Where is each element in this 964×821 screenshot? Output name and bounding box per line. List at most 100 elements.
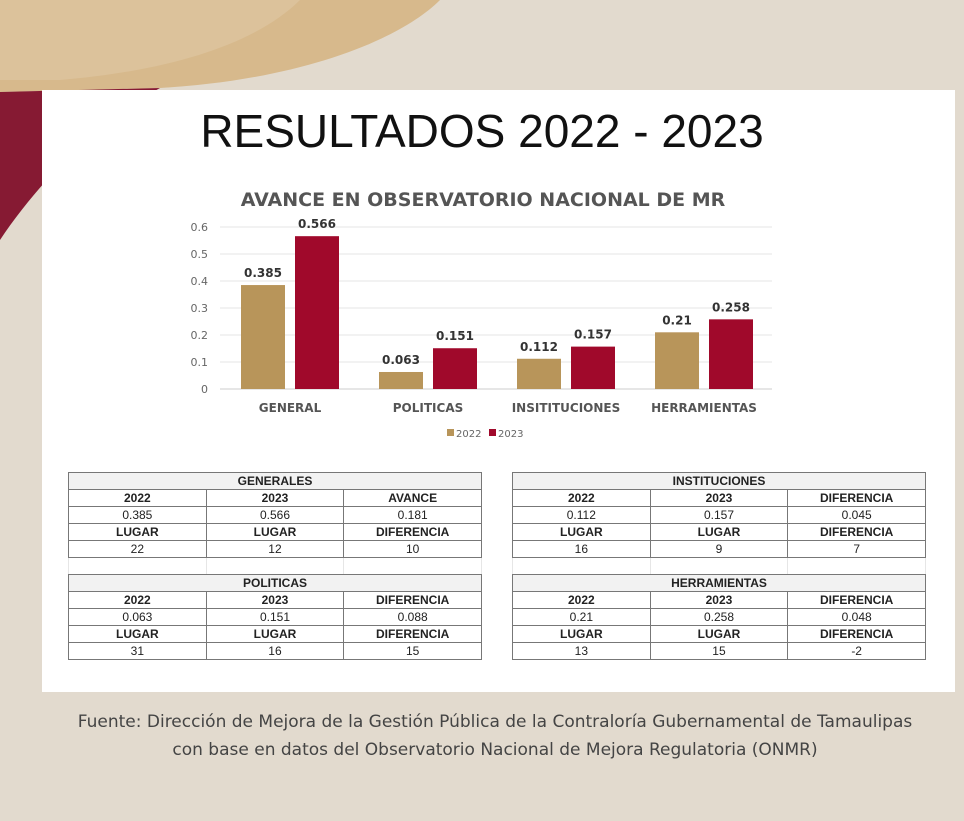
spacer [649,557,789,575]
x-tick-label: POLITICAS [393,401,464,415]
cell: 10 [343,540,482,558]
cell: LUGAR [649,523,789,541]
table-generales-politicas: GENERALES 2022 2023 AVANCE 0.385 0.566 0.181… [68,472,482,660]
cell: -2 [787,642,926,660]
cell: 0.385 [68,506,207,524]
table-title: GENERALES [68,472,482,490]
cell: 2023 [649,591,789,609]
source-note: Fuente: Dirección de Mejora de la Gestió… [0,708,964,764]
cell: 2023 [205,591,345,609]
cell: 0.21 [512,608,651,626]
spacer [343,557,482,575]
table-title: POLITICAS [68,574,482,592]
y-tick-label: 0.4 [191,275,209,288]
cell: 0.566 [205,506,345,524]
source-line-1: Fuente: Dirección de Mejora de la Gestió… [77,712,913,732]
spacer [68,557,207,575]
x-tick-label: GENERAL [259,401,322,415]
x-tick-label: HERRAMIENTAS [651,401,757,415]
cell: 2022 [68,591,207,609]
bar-2023-insitituciones [571,346,615,389]
chart-title: AVANCE EN OBSERVATORIO NACIONAL DE MR [241,189,726,211]
cell: 0.112 [512,506,651,524]
cell: 0.045 [787,506,926,524]
cell: LUGAR [68,523,207,541]
maroon-swoosh [0,88,160,240]
cell: 2022 [512,591,651,609]
y-tick-label: 0.2 [191,329,209,342]
cell: DIFERENCIA [787,625,926,643]
data-label: 0.21 [662,313,692,327]
cell: 7 [787,540,926,558]
bar-2022-herramientas [655,332,699,389]
y-tick-label: 0 [201,383,208,396]
cell: DIFERENCIA [343,591,482,609]
bar-2023-general [295,236,339,389]
cell: 0.063 [68,608,207,626]
data-label: 0.157 [574,328,612,342]
cell: 2022 [512,489,651,507]
bar-2022-insitituciones [517,358,561,389]
cell: LUGAR [68,625,207,643]
cell: LUGAR [512,625,651,643]
cell: 15 [649,642,789,660]
data-label: 0.258 [712,300,750,314]
data-label: 0.385 [244,266,282,280]
table-instituciones-herramientas: INSTITUCIONES 2022 2023 DIFERENCIA 0.112 0.… [512,472,926,660]
cell: 0.157 [649,506,789,524]
page-title: RESULTADOS 2022 - 2023 [200,105,764,157]
cell: 15 [343,642,482,660]
bar-2023-herramientas [709,319,753,389]
cell: 9 [649,540,789,558]
cell: DIFERENCIA [787,591,926,609]
cell: 22 [68,540,207,558]
y-tick-label: 0.3 [191,302,209,315]
cell: 31 [68,642,207,660]
y-tick-label: 0.1 [191,356,209,369]
legend-label: 2022 [456,429,481,440]
bar-chart: AVANCE EN OBSERVATORIO NACIONAL DE MR 0 0.… [191,189,772,440]
data-label: 0.151 [436,329,474,343]
cell: AVANCE [343,489,482,507]
table-title: INSTITUCIONES [512,472,926,490]
cell: 2022 [68,489,207,507]
x-tick-label: INSITITUCIONES [512,401,621,415]
cell: 0.151 [205,608,345,626]
spacer [512,557,651,575]
legend-label: 2023 [498,429,523,440]
cell: LUGAR [649,625,789,643]
bar-2022-politicas [379,371,423,389]
cell: 13 [512,642,651,660]
cell: 0.088 [343,608,482,626]
data-label: 0.063 [382,353,420,367]
legend-swatch-2022 [447,429,454,436]
spacer [205,557,345,575]
cell: DIFERENCIA [343,625,482,643]
cell: LUGAR [512,523,651,541]
y-tick-label: 0.5 [191,248,209,261]
cell: DIFERENCIA [787,523,926,541]
spacer [787,557,926,575]
data-label: 0.566 [298,217,336,231]
cell: 16 [512,540,651,558]
table-title: HERRAMIENTAS [512,574,926,592]
cell: 0.258 [649,608,789,626]
source-line-2: con base en datos del Observatorio Nacio… [172,740,818,760]
cell: 2023 [205,489,345,507]
cell: LUGAR [205,523,345,541]
y-tick-label: 0.6 [191,221,209,234]
data-label: 0.112 [520,340,558,354]
legend-swatch-2023 [489,429,496,436]
cell: 0.048 [787,608,926,626]
cell: LUGAR [205,625,345,643]
bar-2023-politicas [433,348,477,389]
cell: 12 [205,540,345,558]
cell: DIFERENCIA [787,489,926,507]
cell: DIFERENCIA [343,523,482,541]
cell: 16 [205,642,345,660]
cell: 0.181 [343,506,482,524]
cell: 2023 [649,489,789,507]
bar-2022-general [241,285,285,389]
tan-swoosh-light [0,0,300,80]
